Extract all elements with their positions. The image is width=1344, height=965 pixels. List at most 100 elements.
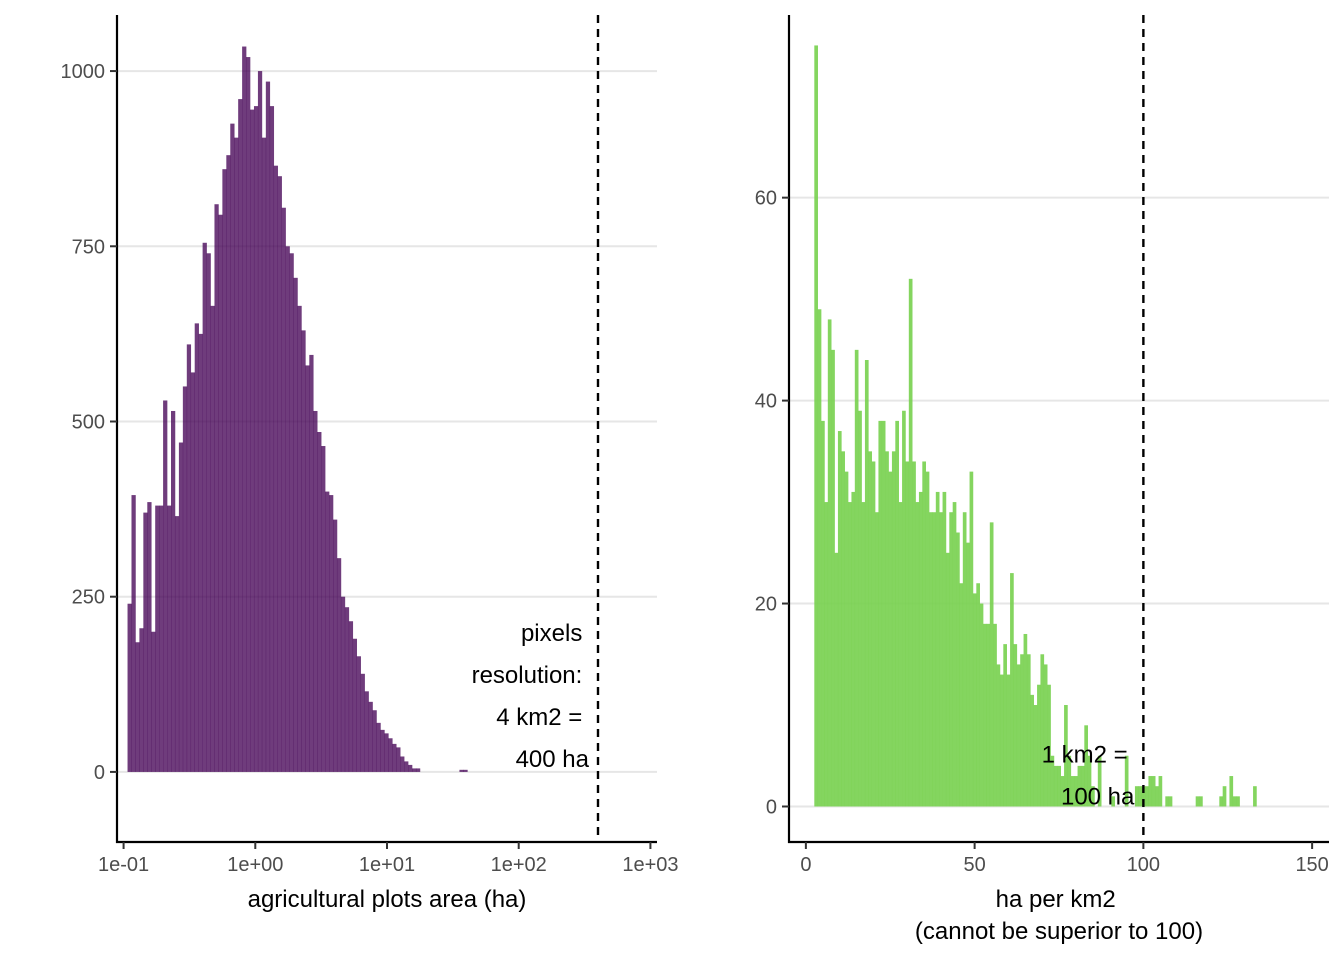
right-x-axis-title-line-1: ha per km2 [996,886,1116,913]
right-histogram-bar [1047,684,1051,807]
left-x-tick-label: 1e+02 [491,854,547,876]
right-histogram-bar [881,420,886,807]
right-histogram-bar [1145,786,1149,807]
left-y-ticks: 0 250 500 750 1000 [61,61,117,784]
right-histogram-bar [888,471,893,807]
right-histogram-bar [834,552,839,807]
right-x-tick-label: 150 [1295,854,1328,876]
right-y-tick-label: 40 [755,391,777,413]
left-histogram-bar [360,673,365,772]
left-histogram-bar [151,631,156,772]
right-histogram-bar [898,502,903,807]
left-histogram-bar [163,400,168,772]
left-histogram-bar [250,109,255,772]
left-histogram-bar [230,123,235,772]
left-histogram-bar [261,137,267,772]
right-histogram-bar [1148,776,1153,807]
right-histogram-bar [1020,654,1024,807]
right-histogram-bar [891,451,896,807]
left-x-tick-label: 1e+01 [359,854,415,876]
right-x-axis-title-line-2: (cannot be superior to 100) [915,918,1203,945]
right-histogram-bar [969,471,974,807]
right-histogram-bar [905,461,910,807]
right-histogram-bar [837,431,842,807]
left-histogram-bar [210,305,215,772]
right-histogram-bar [959,583,964,807]
right-histogram-bar [952,502,957,807]
right-histogram-bar [935,491,940,807]
left-histogram-bar [408,764,413,772]
right-histogram-bar [1165,796,1169,807]
left-histogram-bar [376,722,381,772]
right-histogram-bar [1232,796,1237,807]
left-histogram-bar [253,106,259,772]
left-histogram-bar [226,155,231,772]
right-histogram-bar [831,349,835,807]
right-histogram-bar [858,410,862,807]
right-histogram-bar [932,512,937,807]
right-histogram-bar [1067,755,1072,807]
left-histogram-bar [313,410,318,772]
left-histogram-bar [194,323,199,772]
right-histogram-bar [817,309,822,807]
left-histogram-bar [388,738,393,772]
left-annotation-line-1: pixels [521,620,582,647]
right-histogram-bar [885,451,889,807]
right-histogram-bar [922,461,926,807]
left-histogram-bar [404,761,409,772]
right-histogram-bar [875,512,879,807]
right-y-tick-label: 20 [755,594,777,616]
right-x-axis-title: ha per km2 (cannot be superior to 100) [915,886,1203,945]
right-histogram-bar [895,420,899,807]
right-histogram-bar [878,420,883,807]
right-histogram-bar [972,593,977,807]
right-histogram-bar [983,623,987,807]
left-histogram-bar [392,743,397,772]
right-histogram-bar [861,502,866,807]
left-histogram-bar [372,710,377,772]
left-histogram-bar [171,410,176,772]
left-histogram-bar [333,519,338,772]
right-histogram-bar [1003,644,1007,807]
left-histogram-bar [281,207,286,772]
right-histogram-bar [824,502,829,807]
left-histogram-bar [340,596,346,772]
left-annotation-line-4: 400 ha [516,746,590,773]
left-histogram-bar [309,354,314,772]
left-annotation-line-3: 4 km2 = [496,704,582,731]
right-histogram-bar [1138,786,1142,807]
left-histogram-bar [459,769,464,772]
right-histogram-bar [1087,755,1092,807]
left-histogram-bar [344,607,350,772]
left-histogram-panel: pixels resolution: 4 km2 = 400 ha 0 250 50… [61,15,679,913]
right-x-tick-label: 0 [800,854,811,876]
right-histogram-bar [1043,664,1048,807]
left-x-tick-label: 1e+03 [622,854,678,876]
right-histogram-bar [821,420,825,807]
right-histogram-bar [1134,786,1139,807]
left-histogram-bar [242,46,247,772]
left-histogram-bar [159,505,164,772]
right-histogram-bar [915,502,920,807]
left-histogram-bar [380,729,385,772]
right-histogram-bar [1064,705,1068,807]
left-histogram-bar [329,495,334,772]
right-histogram-bar [1158,776,1163,807]
right-histogram-bar [949,512,953,807]
right-histogram-bar [1141,786,1146,807]
right-histogram-bar [1155,786,1159,807]
right-histogram-bar [1084,725,1088,807]
right-histogram-bar [918,491,923,807]
right-histogram-bar [1033,705,1038,807]
left-histogram-bar [198,333,203,772]
right-histogram-bar [841,451,845,807]
right-histogram-bar [848,502,852,807]
left-histogram-bar [293,277,298,772]
left-histogram-bar [352,638,358,772]
right-histogram-bar [1219,796,1223,807]
left-y-tick-label: 1000 [61,61,106,83]
left-y-tick-label: 500 [72,411,105,433]
left-histogram-bar [178,442,184,772]
right-histogram-bar [844,471,849,807]
left-histogram-bar [317,432,322,772]
